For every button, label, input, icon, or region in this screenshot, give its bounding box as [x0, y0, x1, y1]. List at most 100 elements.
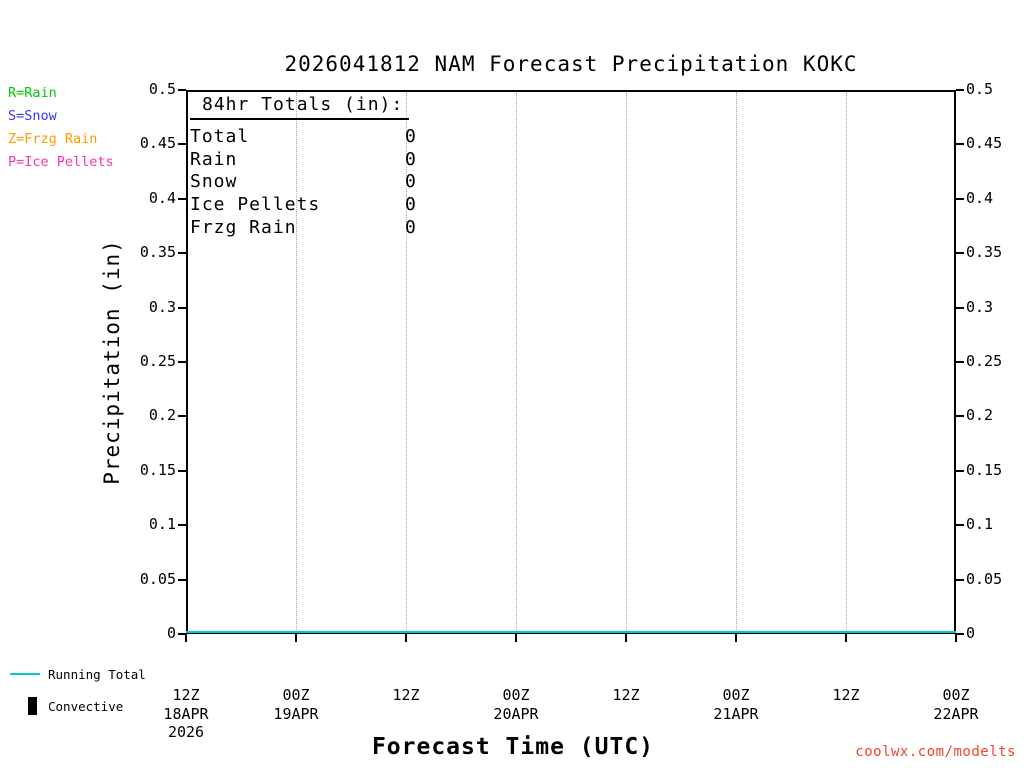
chart-title: 2026041812 NAM Forecast Precipitation KO…	[284, 52, 858, 76]
y-tick-mark-right	[956, 143, 964, 146]
x-tick-mark	[955, 634, 957, 642]
y-tick-mark-left	[178, 633, 186, 635]
convective-bar-swatch	[28, 697, 37, 715]
y-tick-label-left: 0.4	[148, 188, 176, 207]
footer-link[interactable]: coolwx.com/modelts	[855, 744, 1016, 760]
y-tick-mark-left	[178, 89, 186, 91]
legend-frzg-rain: Z=Frzg Rain	[8, 131, 98, 147]
totals-row-label: Ice Pellets	[190, 194, 321, 216]
y-tick-label-right: 0.2	[966, 406, 994, 425]
y-tick-label-right: 0.4	[966, 188, 994, 207]
totals-row-value: 0	[405, 148, 417, 170]
y-tick-mark-left	[178, 252, 186, 255]
x-axis-title: Forecast Time (UTC)	[371, 734, 655, 760]
y-tick-mark-left	[178, 306, 186, 309]
x-tick-mark	[185, 634, 187, 642]
totals-row-total: Total 0	[190, 126, 417, 149]
y-tick-mark-right	[956, 361, 964, 363]
y-tick-label-right: 0.1	[966, 515, 994, 534]
x-tick-label: 12Z	[832, 686, 860, 704]
vertical-gridline	[846, 92, 847, 632]
totals-row-label: Frzg Rain	[190, 216, 297, 238]
vertical-gridline	[406, 92, 407, 632]
y-tick-mark-left	[178, 415, 186, 418]
y-tick-label-left: 0.25	[139, 352, 176, 370]
y-tick-label-left: 0.45	[139, 134, 176, 153]
totals-row-value: 0	[405, 216, 417, 238]
x-tick-mark	[295, 634, 297, 642]
totals-row-ice-pellets: Ice Pellets 0	[190, 194, 417, 217]
x-tick-label: 00Z	[942, 686, 970, 704]
y-tick-label-left: 0.05	[139, 569, 176, 588]
y-tick-mark-right	[956, 89, 964, 91]
y-tick-label-right: 0.3	[966, 297, 994, 316]
x-date-label: 18APR	[163, 705, 209, 723]
y-tick-label-right: 0.15	[966, 460, 1003, 479]
y-tick-label-left: 0.1	[148, 515, 176, 534]
y-tick-mark-right	[956, 524, 964, 527]
vertical-gridline	[296, 92, 297, 632]
y-tick-mark-right	[956, 469, 964, 472]
totals-row-label: Total	[190, 125, 250, 147]
totals-row-label: Snow	[190, 171, 238, 193]
series-legend: Running Total Convective	[10, 664, 146, 716]
x-tick-mark	[735, 634, 737, 642]
legend-rain: R=Rain	[8, 85, 57, 101]
totals-row-label: Rain	[190, 148, 238, 170]
y-tick-label-left: 0.15	[139, 460, 176, 479]
x-tick-mark	[845, 634, 847, 642]
totals-row-rain: Rain 0	[190, 149, 417, 172]
x-date-label: 22APR	[933, 705, 979, 723]
totals-row-snow: Snow 0	[190, 171, 417, 194]
x-tick-label: 12Z	[612, 686, 640, 704]
totals-panel: 84hr Totals (in): Total 0 Rain 0 Snow 0 Ice…	[190, 94, 417, 240]
y-tick-label-left: 0	[166, 624, 176, 642]
y-tick-label-right: 0.45	[966, 134, 1003, 153]
vertical-gridline	[516, 92, 517, 632]
totals-row-value: 0	[405, 171, 417, 193]
y-tick-mark-right	[956, 252, 964, 255]
convective-legend-item: Convective	[10, 696, 146, 716]
y-tick-mark-right	[956, 633, 964, 635]
y-tick-label-right: 0.35	[966, 243, 1003, 262]
y-tick-mark-left	[178, 143, 186, 146]
totals-row-frzg-rain: Frzg Rain 0	[190, 217, 417, 240]
y-tick-label-left: 0.35	[139, 243, 176, 262]
x-year-label: 2026	[167, 723, 205, 741]
x-tick-mark	[515, 634, 517, 642]
x-tick-label: 00Z	[282, 686, 310, 704]
y-tick-label-left: 0.3	[148, 297, 176, 316]
vertical-gridline	[626, 92, 627, 632]
totals-row-value: 0	[405, 125, 417, 147]
y-tick-mark-right	[956, 306, 964, 309]
y-tick-label-right: 0.5	[966, 80, 994, 98]
y-tick-mark-right	[956, 578, 964, 581]
x-tick-label: 12Z	[172, 686, 200, 704]
y-tick-mark-left	[178, 197, 186, 200]
running-total-line-swatch	[10, 673, 40, 675]
x-tick-mark	[625, 634, 627, 642]
y-tick-mark-right	[956, 197, 964, 200]
precip-type-legend: R=Rain S=Snow Z=Frzg Rain P=Ice Pellets	[8, 82, 114, 174]
y-tick-mark-left	[178, 361, 186, 363]
x-tick-mark	[405, 634, 407, 642]
y-tick-label-right: 0.25	[966, 352, 1003, 370]
totals-header: 84hr Totals (in):	[190, 94, 410, 120]
x-tick-label: 00Z	[502, 686, 530, 704]
y-tick-label-left: 0.5	[148, 80, 176, 98]
x-date-label: 19APR	[273, 705, 319, 723]
x-tick-label: 00Z	[722, 686, 750, 704]
legend-ice-pellets: P=Ice Pellets	[8, 154, 114, 170]
y-tick-mark-left	[178, 578, 186, 581]
y-tick-label-left: 0.2	[148, 406, 176, 425]
convective-label: Convective	[48, 698, 124, 714]
totals-row-value: 0	[405, 194, 417, 216]
y-tick-label-right: 0.05	[966, 569, 1003, 588]
legend-snow: S=Snow	[8, 108, 57, 124]
series-plot-svg	[186, 631, 956, 633]
running-total-label: Running Total	[48, 666, 146, 682]
vertical-gridline	[736, 92, 737, 632]
x-date-label: 21APR	[713, 705, 759, 723]
